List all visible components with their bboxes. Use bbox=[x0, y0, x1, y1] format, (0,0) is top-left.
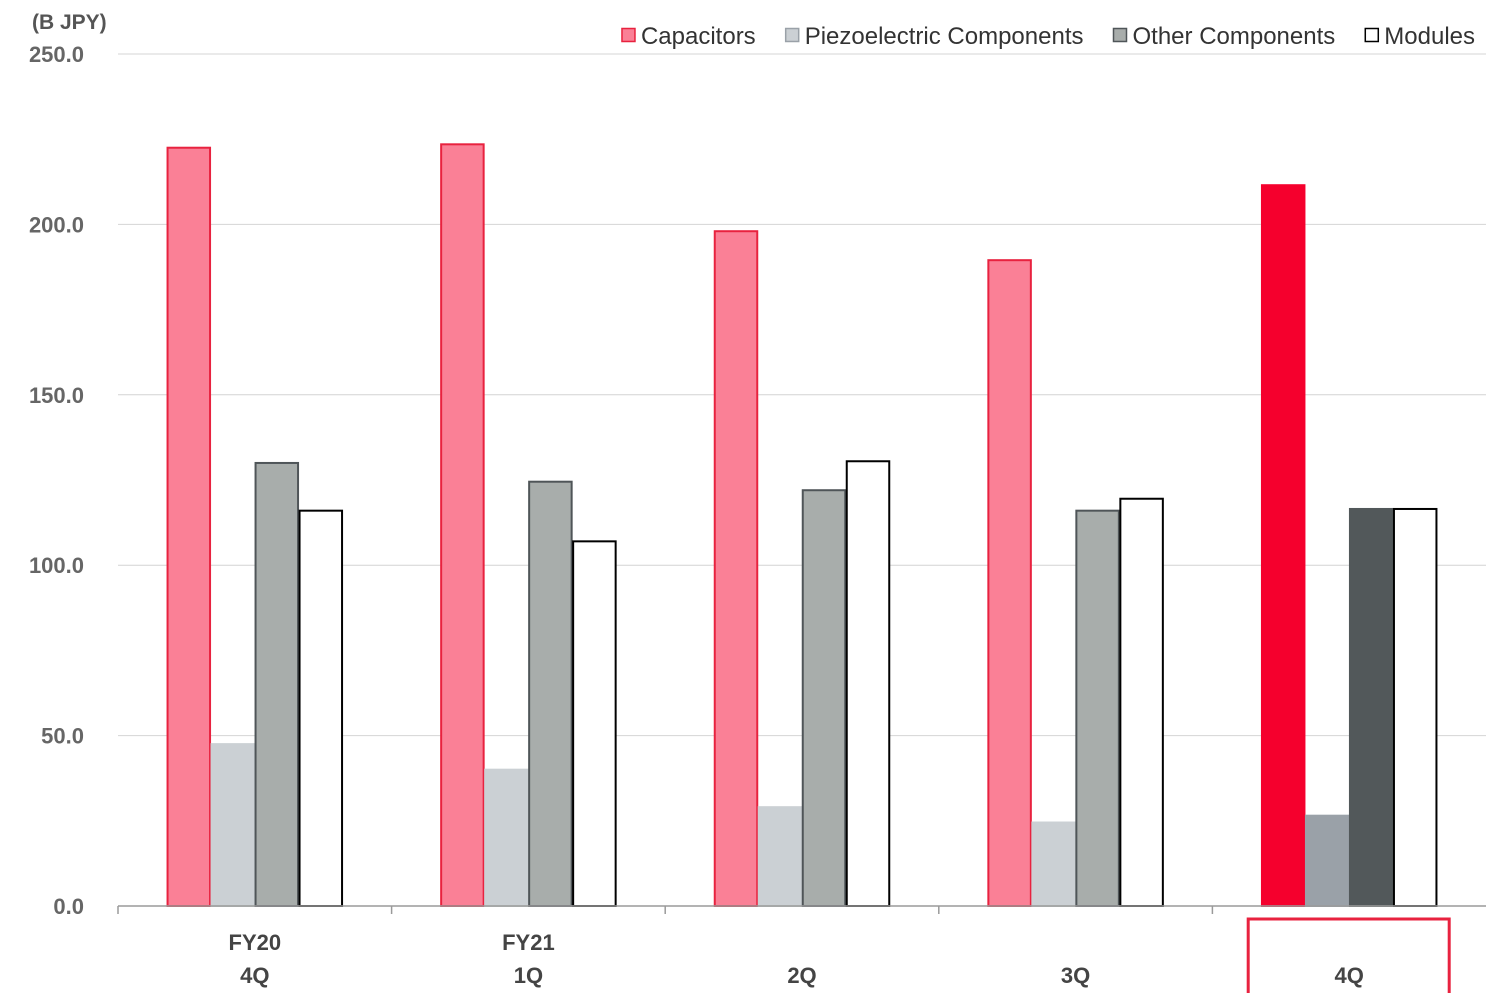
x-category-label: 4Q bbox=[1335, 963, 1364, 988]
bar-capacitors bbox=[987, 259, 1032, 907]
gridlines bbox=[118, 53, 1486, 737]
bars bbox=[166, 143, 1438, 908]
bar-modules bbox=[845, 460, 891, 907]
legend-label: Capacitors bbox=[641, 23, 756, 50]
x-category-label: 2Q bbox=[787, 963, 816, 988]
x-category-label-line1: FY20 bbox=[229, 930, 282, 955]
bar-capacitors bbox=[440, 143, 485, 907]
bar-piezoelectric-components bbox=[484, 768, 529, 907]
bar-capacitors bbox=[1260, 184, 1306, 907]
legend-swatch bbox=[1364, 27, 1380, 43]
bar-modules bbox=[298, 509, 344, 907]
legend-swatch bbox=[621, 27, 636, 43]
y-tick-label: 50.0 bbox=[41, 724, 84, 749]
bar-other-components bbox=[528, 480, 573, 907]
bar-modules bbox=[1119, 497, 1164, 907]
legend: Capacitors Piezoelectric Components Other … bbox=[621, 23, 1475, 50]
legend-swatch bbox=[1112, 27, 1128, 43]
bar-modules bbox=[572, 540, 617, 907]
bar-other-components bbox=[254, 461, 300, 907]
bar-other-components bbox=[801, 489, 847, 907]
legend-label: Other Components bbox=[1133, 23, 1336, 50]
x-category-label: 4Q bbox=[240, 963, 269, 988]
bar-other-components bbox=[1075, 509, 1120, 907]
x-category-label: 1Q bbox=[514, 963, 543, 988]
y-unit-label: (B JPY) bbox=[32, 11, 107, 34]
x-category-label: 3Q bbox=[1061, 963, 1090, 988]
legend-label: Piezoelectric Components bbox=[805, 23, 1084, 50]
y-tick-label: 250.0 bbox=[29, 42, 84, 67]
legend-label: Modules bbox=[1384, 23, 1475, 50]
y-tick-label: 200.0 bbox=[29, 212, 84, 237]
y-tick-label: 150.0 bbox=[29, 383, 84, 408]
y-tick-label: 0.0 bbox=[53, 894, 84, 919]
bar-piezoelectric-components bbox=[1031, 821, 1076, 908]
bar-capacitors bbox=[713, 230, 759, 907]
y-tick-label: 100.0 bbox=[29, 553, 84, 578]
axes: 0.0 50.0 100.0 150.0 200.0 250.0 FY20 4Q FY21 1Q 2… bbox=[29, 42, 1486, 993]
bar-modules bbox=[1392, 507, 1438, 907]
bar-piezoelectric-components bbox=[757, 806, 803, 908]
bar-other-components bbox=[1348, 507, 1394, 907]
bar-piezoelectric-components bbox=[210, 743, 256, 907]
highlight-box bbox=[1246, 917, 1451, 993]
bar-piezoelectric-components bbox=[1304, 814, 1350, 907]
bar-capacitors bbox=[166, 146, 212, 908]
x-category-label-line1: FY21 bbox=[502, 930, 555, 955]
legend-swatch bbox=[784, 27, 800, 43]
